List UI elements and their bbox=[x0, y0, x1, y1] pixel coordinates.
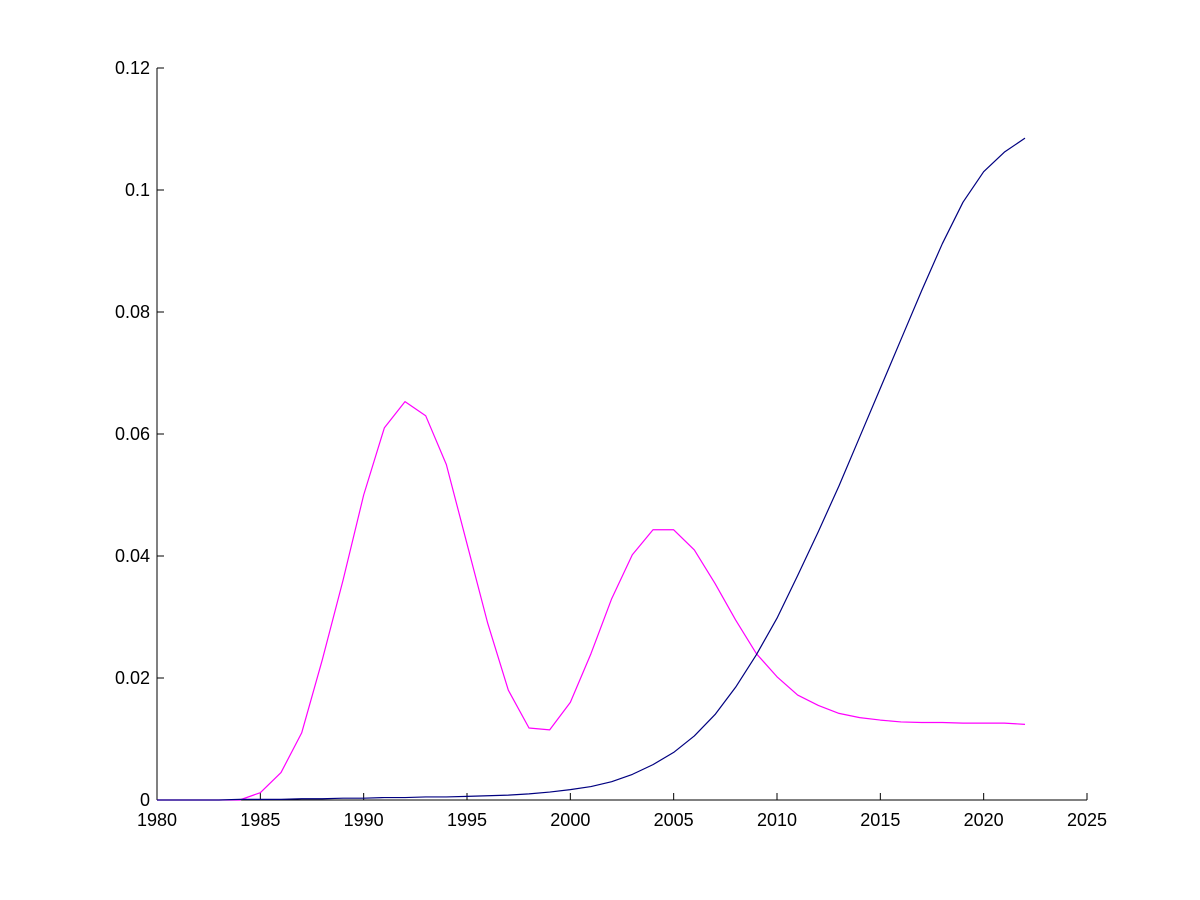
x-tick-label: 2000 bbox=[550, 810, 590, 830]
x-axis-ticks: 1980 1985 1990 1995 2000 2005 2010 2015 2020 2025 bbox=[137, 793, 1107, 830]
y-tick-label: 0.06 bbox=[115, 424, 150, 444]
axes bbox=[156, 68, 1087, 801]
x-tick-label: 2005 bbox=[654, 810, 694, 830]
x-tick-label: 1990 bbox=[344, 810, 384, 830]
x-tick-label: 2010 bbox=[757, 810, 797, 830]
series-line-1 bbox=[157, 401, 1026, 801]
y-tick-label: 0.1 bbox=[125, 180, 150, 200]
series-lines bbox=[157, 137, 1026, 801]
y-tick-label: 0.08 bbox=[115, 302, 150, 322]
x-tick-label: 1985 bbox=[240, 810, 280, 830]
y-tick-label: 0 bbox=[140, 790, 150, 810]
y-tick-label: 0.04 bbox=[115, 546, 150, 566]
x-tick-label: 2015 bbox=[860, 810, 900, 830]
y-tick-label: 0.02 bbox=[115, 668, 150, 688]
x-tick-label: 2025 bbox=[1067, 810, 1107, 830]
y-tick-label: 0.12 bbox=[115, 58, 150, 78]
x-tick-label: 1995 bbox=[447, 810, 487, 830]
x-tick-label: 1980 bbox=[137, 810, 177, 830]
series-line-2 bbox=[157, 137, 1026, 801]
x-tick-label: 2020 bbox=[964, 810, 1004, 830]
